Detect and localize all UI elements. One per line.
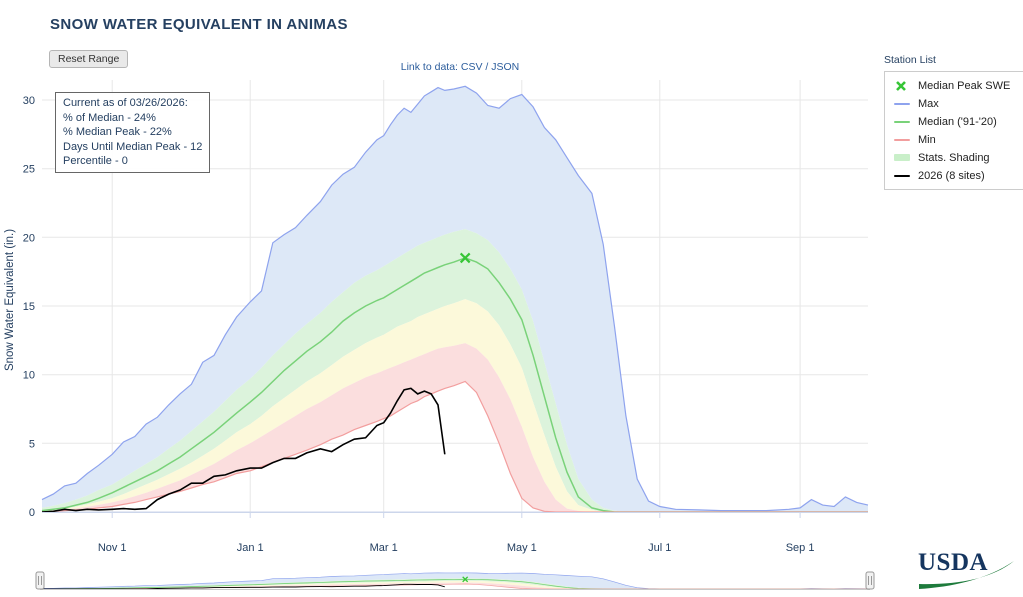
- series-max: [41, 85, 869, 512]
- series-swe-2026: [41, 387, 446, 513]
- info-box-line: % Median Peak - 22%: [63, 126, 172, 138]
- reset-range-button[interactable]: Reset Range: [49, 50, 129, 68]
- info-box-line: Days Until Median Peak - 12: [63, 140, 203, 153]
- y-tick-label: 10: [23, 370, 35, 382]
- legend-item-max[interactable]: Max: [894, 97, 1023, 110]
- y-tick-label: 30: [23, 95, 35, 107]
- usda-swoosh-icon: [919, 561, 1014, 589]
- x-tick-label: Nov 1: [98, 542, 127, 554]
- legend-box: Median Peak SWE Max Median ('91-'20) Min Sta…: [884, 71, 1023, 190]
- legend-item-label: Median ('91-'20): [918, 115, 997, 128]
- data-link-prefix: Link to data:: [400, 61, 461, 73]
- info-box-line: % of Median - 24%: [63, 111, 156, 124]
- x-tick-label: Sep 1: [786, 542, 815, 554]
- line-swatch-icon: [894, 174, 911, 177]
- band-p30-to-p10: [42, 299, 868, 512]
- station-list-label[interactable]: Station List: [884, 54, 936, 66]
- x-marker-icon: [894, 80, 911, 92]
- x-tick-label: Jul 1: [648, 542, 671, 554]
- info-box-line: Current as of 03/26/2026:: [63, 97, 188, 109]
- band-max-to-p70: [42, 86, 868, 513]
- page-title: SNOW WATER EQUIVALENT IN ANIMAS: [50, 16, 348, 33]
- navigator-handle-left[interactable]: [35, 571, 45, 590]
- median-peak-marker[interactable]: [462, 576, 469, 583]
- navigator-handle-right[interactable]: [865, 571, 875, 590]
- legend-item-label: Median Peak SWE: [918, 79, 1011, 92]
- json-link[interactable]: JSON: [491, 61, 520, 73]
- y-axis-title: Snow Water Equivalent (in.): [4, 229, 16, 371]
- legend-item-stats-shading[interactable]: Stats. Shading: [894, 151, 1023, 164]
- info-box-line: Percentile - 0: [63, 155, 128, 167]
- band-max-to-p70: [42, 572, 868, 589]
- series-swe-2026: [42, 583, 445, 590]
- current-conditions-box: Current as of 03/26/2026: % of Median - 2…: [55, 92, 211, 173]
- legend-item-label: Max: [918, 97, 939, 110]
- line-swatch-icon: [894, 120, 911, 123]
- band-p10-to-min: [42, 343, 868, 512]
- legend-item-label: 2026 (8 sites): [918, 169, 985, 182]
- x-tick-label: Jan 1: [237, 542, 264, 554]
- x-tick-label: Mar 1: [370, 542, 398, 554]
- y-tick-label: 20: [23, 232, 35, 244]
- y-tick-label: 0: [29, 507, 35, 519]
- legend-item-label: Min: [918, 133, 936, 146]
- data-link: Link to data: CSV / JSON: [335, 61, 585, 73]
- band-p70-to-p30: [42, 229, 868, 512]
- median-peak-marker[interactable]: [459, 252, 471, 264]
- y-tick-label: 15: [23, 301, 35, 313]
- legend-item-label: Stats. Shading: [918, 151, 990, 164]
- legend-item-median-91-20[interactable]: Median ('91-'20): [894, 115, 1023, 128]
- shading-swatch-icon: [894, 154, 911, 161]
- line-swatch-icon: [894, 138, 911, 141]
- x-tick-label: May 1: [507, 542, 537, 554]
- csv-link[interactable]: CSV: [460, 61, 483, 73]
- navigator[interactable]: [35, 571, 875, 590]
- legend-item-median-peak-swe[interactable]: Median Peak SWE: [894, 79, 1023, 92]
- y-tick-label: 5: [29, 438, 35, 450]
- axes: Nov 1 Jan 1 Mar 1 May 1 Jul 1 Sep 1 0 5 10 15 20 25…: [4, 95, 868, 554]
- band-p30-to-p10: [42, 580, 868, 589]
- legend-item-min[interactable]: Min: [894, 133, 1023, 146]
- legend-item-2026-8-sites[interactable]: 2026 (8 sites): [894, 169, 1023, 182]
- main-plot[interactable]: [41, 85, 869, 513]
- data-link-separator: /: [482, 61, 492, 73]
- usda-logo: USDA: [916, 549, 1018, 595]
- y-tick-label: 25: [23, 164, 35, 176]
- line-swatch-icon: [894, 102, 911, 105]
- usda-logo-text: USDA: [918, 549, 989, 576]
